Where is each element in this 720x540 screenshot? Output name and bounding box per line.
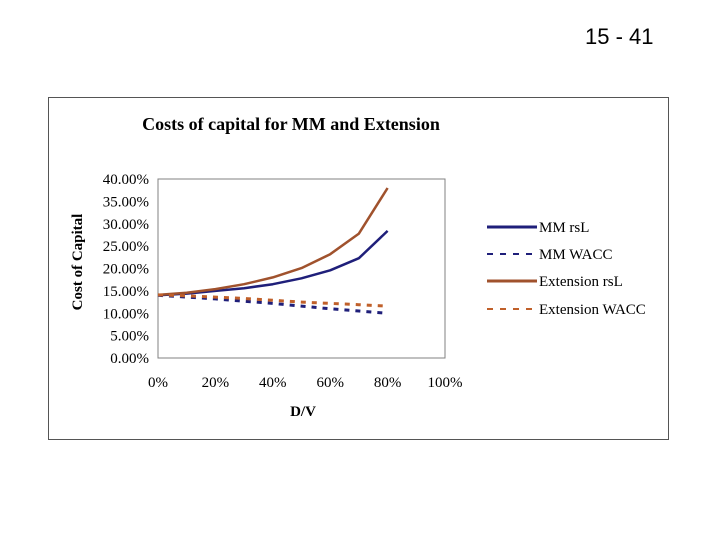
legend-label: Extension rsL <box>539 274 623 290</box>
y-tick-label: 35.00% <box>103 194 149 210</box>
y-tick-label: 30.00% <box>103 217 149 233</box>
y-tick-label: 10.00% <box>103 306 149 322</box>
chart-frame: Costs of capital for MM and Extension 0.… <box>48 97 669 440</box>
chart-title: Costs of capital for MM and Extension <box>142 114 440 134</box>
y-tick-label: 0.00% <box>110 351 149 367</box>
y-tick-label: 5.00% <box>110 329 149 345</box>
x-tick-label: 40% <box>259 375 287 391</box>
series-line <box>157 293 388 315</box>
x-tick-label: 20% <box>202 375 230 391</box>
slide-number: 15 - 41 <box>585 24 654 49</box>
y-tick-label: 20.00% <box>103 262 149 278</box>
series-lines <box>157 187 389 315</box>
y-tick-labels: 0.00% 5.00% 10.00% 15.00% 20.00% 25.00% 30.00%… <box>103 172 149 367</box>
y-axis-title: Cost of Capital <box>70 214 86 311</box>
x-tick-labels: 0% 20% 40% 60% 80% 100% <box>148 375 463 391</box>
x-tick-label: 80% <box>374 375 402 391</box>
legend-label: MM WACC <box>539 247 613 263</box>
y-tick-label: 40.00% <box>103 172 149 188</box>
chart-svg: Costs of capital for MM and Extension 0.… <box>70 114 646 420</box>
y-tick-label: 25.00% <box>103 239 149 255</box>
legend-label: MM rsL <box>539 220 589 236</box>
x-tick-label: 0% <box>148 375 168 391</box>
legend: MM rsL MM WACC Extension rsL Extension WACC <box>487 220 646 318</box>
legend-label: Extension WACC <box>539 302 646 318</box>
y-tick-label: 15.00% <box>103 284 149 300</box>
x-axis-title: D/V <box>290 404 316 420</box>
series-line <box>157 293 388 308</box>
x-tick-label: 100% <box>428 375 463 391</box>
series-line <box>157 187 389 297</box>
x-tick-label: 60% <box>316 375 344 391</box>
